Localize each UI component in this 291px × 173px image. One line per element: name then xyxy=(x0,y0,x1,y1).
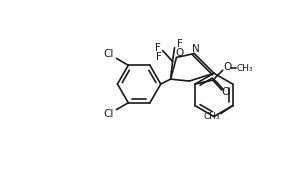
Text: F: F xyxy=(177,39,182,49)
Text: Cl: Cl xyxy=(103,49,114,60)
Text: O: O xyxy=(221,87,230,97)
Text: F: F xyxy=(156,52,162,62)
Text: Cl: Cl xyxy=(103,109,114,119)
Text: F: F xyxy=(155,43,161,53)
Text: N: N xyxy=(192,44,200,54)
Text: O: O xyxy=(223,62,232,72)
Text: O: O xyxy=(175,48,184,58)
Text: CH₃: CH₃ xyxy=(236,64,253,73)
Text: CH₃: CH₃ xyxy=(204,112,220,121)
